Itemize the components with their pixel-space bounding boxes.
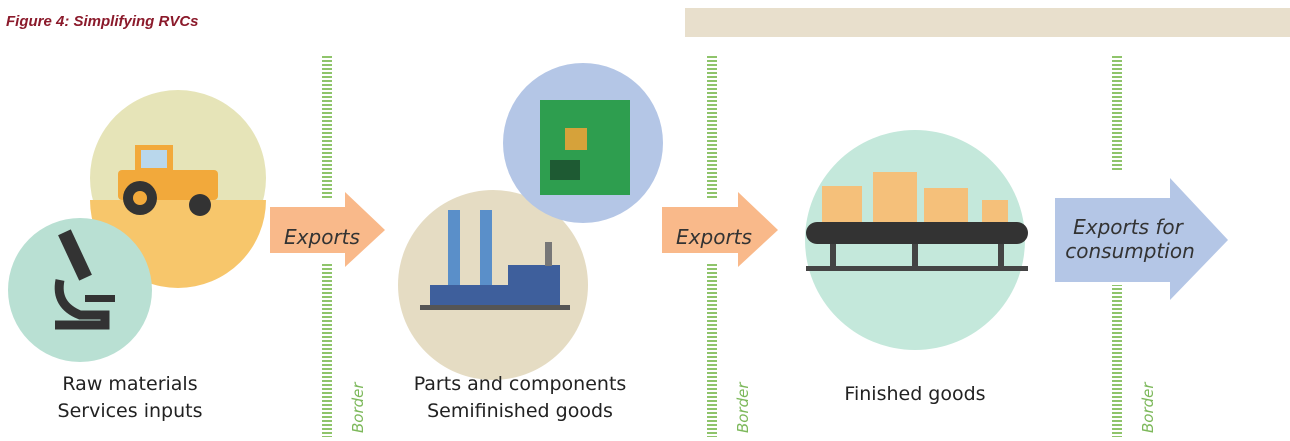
arrow-label: consumption xyxy=(1065,239,1195,263)
raw-materials-icons xyxy=(8,90,266,362)
export-arrow xyxy=(662,192,778,267)
border-label: Border xyxy=(1139,382,1157,433)
figure-title: Figure 4: Simplifying RVCs xyxy=(6,13,199,30)
export-arrow xyxy=(270,192,385,267)
border-label: Border xyxy=(734,382,752,433)
arrow-label: Exports xyxy=(284,225,360,249)
border-lines xyxy=(322,55,1122,437)
export-arrow xyxy=(1055,178,1228,300)
stage-label: Parts and components xyxy=(414,373,627,395)
stage-label: Raw materials xyxy=(62,373,197,395)
header-bar xyxy=(685,8,1290,37)
stage-label: Finished goods xyxy=(844,383,985,405)
stage-label: Services inputs xyxy=(58,400,203,422)
stage-label: Semifinished goods xyxy=(427,400,613,422)
arrow-label: Exports xyxy=(676,225,752,249)
arrow-label: Exports for xyxy=(1073,215,1185,239)
parts-icons xyxy=(398,63,663,380)
finished-goods-icons xyxy=(805,130,1028,350)
border-label: Border xyxy=(349,382,367,433)
